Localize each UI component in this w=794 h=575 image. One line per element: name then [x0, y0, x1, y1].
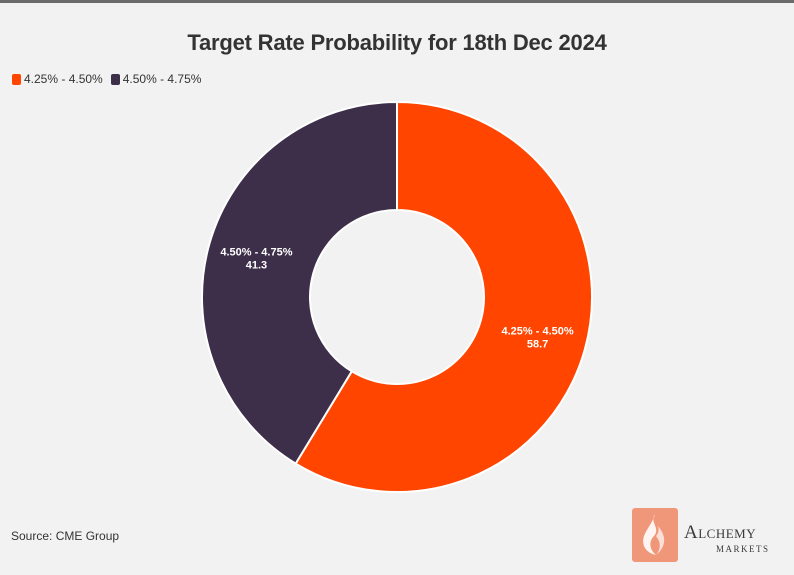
legend-item-0[interactable]: 4.25% - 4.50%	[12, 72, 103, 86]
alchemy-flame-icon	[632, 508, 678, 562]
logo-subtitle: MARKETS	[716, 544, 770, 554]
donut-slice-0[interactable]	[294, 100, 593, 493]
chart-title: Target Rate Probability for 18th Dec 202…	[187, 30, 607, 55]
brand-logo: Alchemy MARKETS	[632, 508, 788, 562]
top-rule	[0, 0, 794, 3]
legend-label-1: 4.50% - 4.75%	[122, 72, 202, 86]
slice-label-1-name: 4.50% - 4.75%	[220, 247, 292, 259]
logo-wordmark: Alchemy	[684, 522, 757, 543]
slice-label-0-name: 4.25% - 4.50%	[502, 325, 574, 337]
slice-label-1-value: 41.3	[246, 260, 267, 272]
legend-swatch-1	[110, 73, 120, 85]
donut-slice-1[interactable]	[201, 100, 398, 465]
source-note: Source: CME Group	[11, 529, 120, 543]
legend-label-0: 4.25% - 4.50%	[24, 72, 103, 86]
legend-item-1[interactable]: 4.50% - 4.75%	[110, 72, 202, 86]
legend-swatch-0	[12, 73, 21, 85]
slice-label-0-value: 58.7	[527, 338, 548, 350]
chart-legend: 4.25% - 4.50% 4.50% - 4.75%	[12, 72, 209, 86]
